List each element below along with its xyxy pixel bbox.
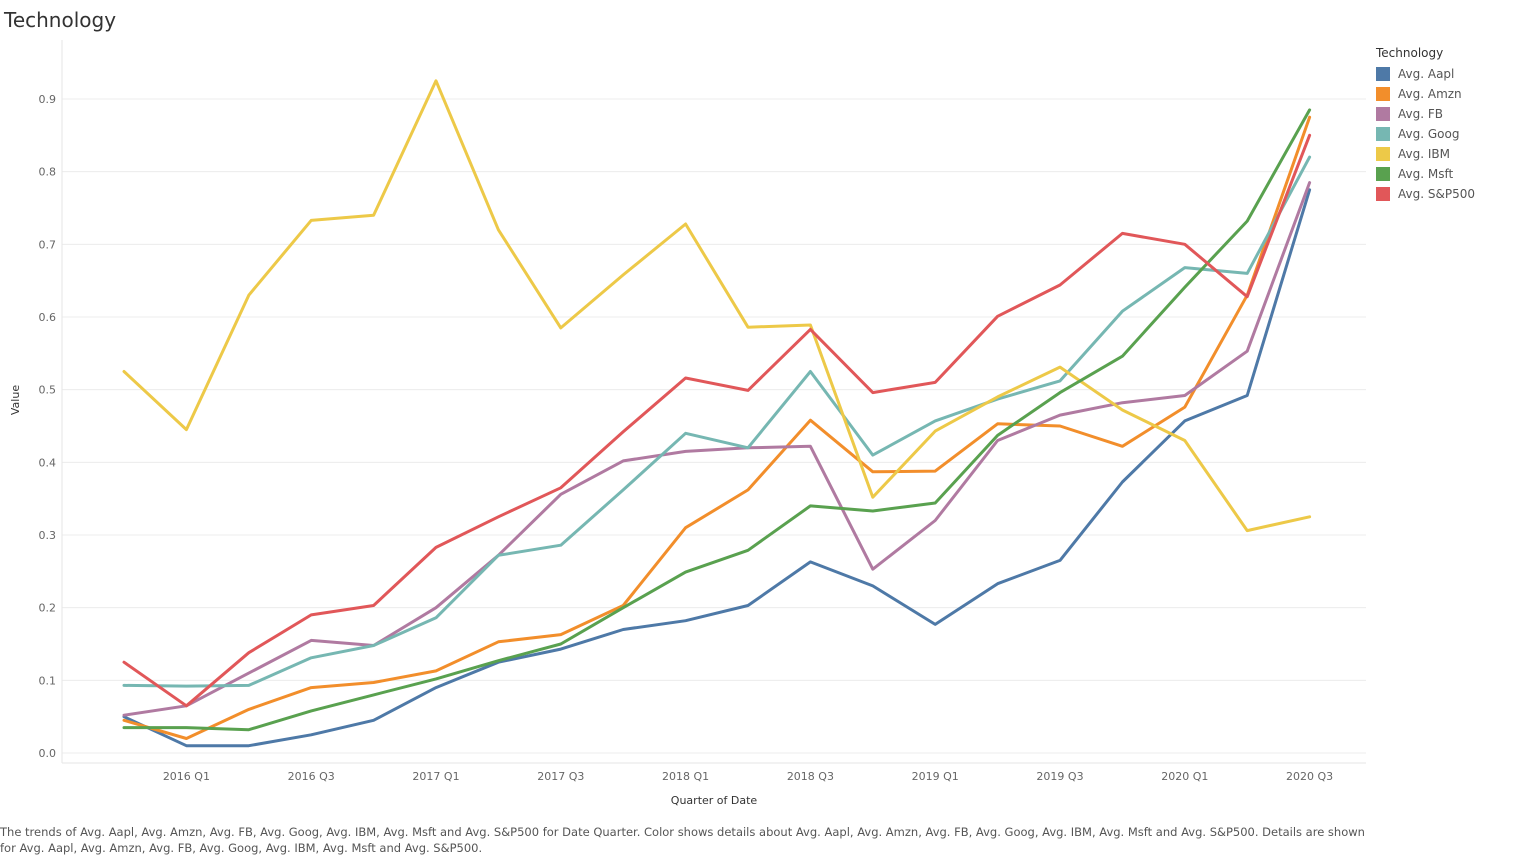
legend-swatch	[1376, 167, 1390, 181]
series-line-avg-goog	[122, 155, 1312, 688]
x-tick-label: 2018 Q3	[787, 770, 834, 783]
x-tick-label: 2020 Q3	[1286, 770, 1333, 783]
x-tick-label: 2016 Q1	[163, 770, 210, 783]
legend-item[interactable]: Avg. FB	[1376, 104, 1475, 124]
legend-label: Avg. IBM	[1398, 147, 1450, 161]
legend-swatch	[1376, 107, 1390, 121]
x-tick-label: 2018 Q1	[662, 770, 709, 783]
y-tick-label: 0.3	[39, 529, 57, 542]
series-line-avg-ibm	[122, 79, 1312, 533]
x-axis-label: Quarter of Date	[671, 794, 758, 807]
legend-item[interactable]: Avg. IBM	[1376, 144, 1475, 164]
legend-swatch	[1376, 187, 1390, 201]
x-tick-label: 2016 Q3	[288, 770, 335, 783]
series-line-avg-amzn	[122, 115, 1312, 740]
legend-swatch	[1376, 67, 1390, 81]
y-tick-label: 0.8	[39, 166, 57, 179]
legend-label: Avg. Goog	[1398, 127, 1460, 141]
series-line-avg-aapl	[122, 188, 1312, 748]
y-axis-label: Value	[9, 385, 22, 415]
legend-swatch	[1376, 87, 1390, 101]
line-chart: 0.0 0.1 0.2 0.3 0.4 0.5 0.6 0.7 0.8 0.9 2016 Q1 201…	[9, 40, 1366, 807]
legend-item[interactable]: Avg. Amzn	[1376, 84, 1475, 104]
legend-swatch	[1376, 147, 1390, 161]
legend-label: Avg. Msft	[1398, 167, 1454, 181]
y-tick-label: 0.2	[39, 602, 57, 615]
y-tick-label: 0.1	[39, 674, 57, 687]
x-tick-label: 2019 Q3	[1036, 770, 1083, 783]
legend-items: Avg. Aapl Avg. Amzn Avg. FB Avg. Goog Avg. I…	[1376, 64, 1475, 204]
series-line-avg-msft	[122, 108, 1312, 732]
legend-label: Avg. Amzn	[1398, 87, 1462, 101]
legend-item[interactable]: Avg. Aapl	[1376, 64, 1475, 84]
y-tick-label: 0.0	[39, 747, 57, 760]
legend-item[interactable]: Avg. Msft	[1376, 164, 1475, 184]
legend: Technology Avg. Aapl Avg. Amzn Avg. FB Avg.…	[1376, 46, 1475, 204]
legend-item[interactable]: Avg. S&P500	[1376, 184, 1475, 204]
y-tick-label: 0.7	[39, 238, 57, 251]
x-tick-label: 2019 Q1	[912, 770, 959, 783]
legend-title: Technology	[1376, 46, 1444, 60]
chart-caption: The trends of Avg. Aapl, Avg. Amzn, Avg.…	[0, 825, 1365, 855]
series-line-avg-s-p500	[122, 133, 1312, 708]
y-tick-label: 0.9	[39, 93, 57, 106]
legend-swatch	[1376, 127, 1390, 141]
series-line-avg-fb	[122, 181, 1312, 717]
legend-label: Avg. S&P500	[1398, 187, 1475, 201]
x-tick-label: 2017 Q3	[537, 770, 584, 783]
x-tick-label: 2020 Q1	[1161, 770, 1208, 783]
legend-label: Avg. Aapl	[1398, 67, 1455, 81]
x-tick-label: 2017 Q1	[412, 770, 459, 783]
chart-title: Technology	[4, 8, 117, 32]
legend-item[interactable]: Avg. Goog	[1376, 124, 1475, 144]
y-tick-label: 0.4	[39, 456, 57, 469]
y-tick-label: 0.5	[39, 384, 57, 397]
y-tick-label: 0.6	[39, 311, 57, 324]
legend-label: Avg. FB	[1398, 107, 1443, 121]
